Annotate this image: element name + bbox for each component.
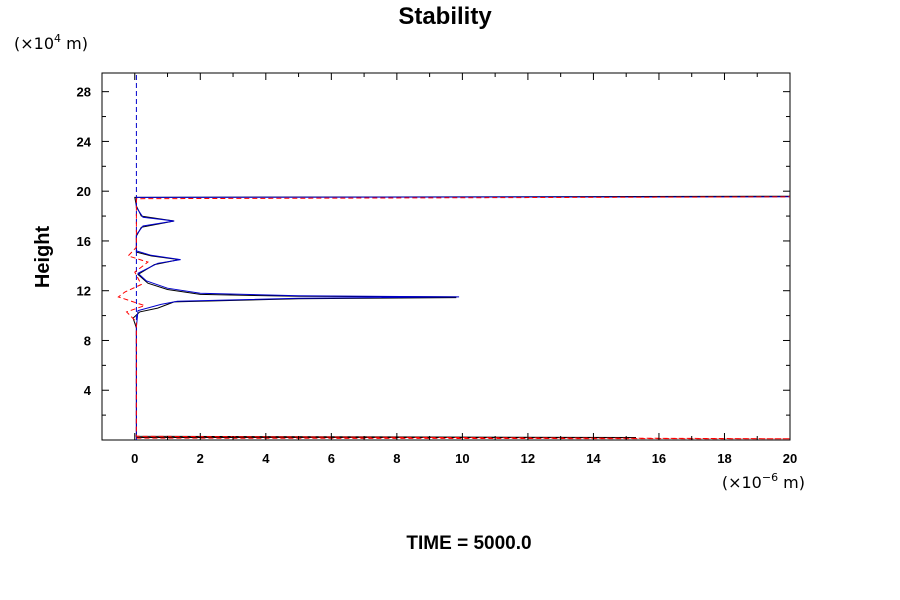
x-tick-label: 6 (328, 451, 335, 466)
x-unit-suffix: m) (778, 473, 805, 492)
y-tick-label: 20 (77, 184, 91, 199)
y-tick-label: 24 (77, 134, 92, 149)
x-unit-prefix: (×10 (722, 473, 762, 492)
series-line-1 (132, 195, 791, 438)
plot-frame (101, 72, 791, 441)
x-tick-label: 12 (521, 451, 535, 466)
x-tick-label: 2 (197, 451, 204, 466)
x-tick-label: 16 (652, 451, 666, 466)
x-tick-label: 4 (262, 451, 270, 466)
y-unit-prefix: (×10 (14, 34, 54, 53)
y-tick-label: 8 (84, 333, 91, 348)
x-tick-label: 14 (586, 451, 601, 466)
series-group (117, 73, 791, 440)
y-axis-label: Height (32, 226, 54, 289)
y-tick-label: 28 (77, 85, 91, 100)
x-tick-label: 8 (393, 451, 400, 466)
x-unit-label: (×10−6 m) (722, 471, 805, 492)
y-tick-label: 16 (77, 234, 91, 249)
y-unit-suffix: m) (61, 34, 88, 53)
time-annotation: TIME = 5000.0 (406, 533, 531, 554)
y-unit-exponent: 4 (54, 32, 61, 45)
chart-title: Stability (398, 3, 492, 30)
series-line-4 (117, 196, 791, 440)
x-tick-label: 18 (717, 451, 731, 466)
series-line-2 (135, 196, 791, 437)
x-tick-label: 0 (131, 451, 138, 466)
x-tick-label: 10 (455, 451, 469, 466)
x-unit-exponent: −6 (762, 471, 778, 484)
x-tick-label: 20 (783, 451, 797, 466)
y-tick-label: 12 (77, 284, 91, 299)
y-tick-label: 4 (84, 383, 92, 398)
plot-area (101, 72, 791, 441)
y-unit-label: (×104 m) (14, 32, 88, 53)
